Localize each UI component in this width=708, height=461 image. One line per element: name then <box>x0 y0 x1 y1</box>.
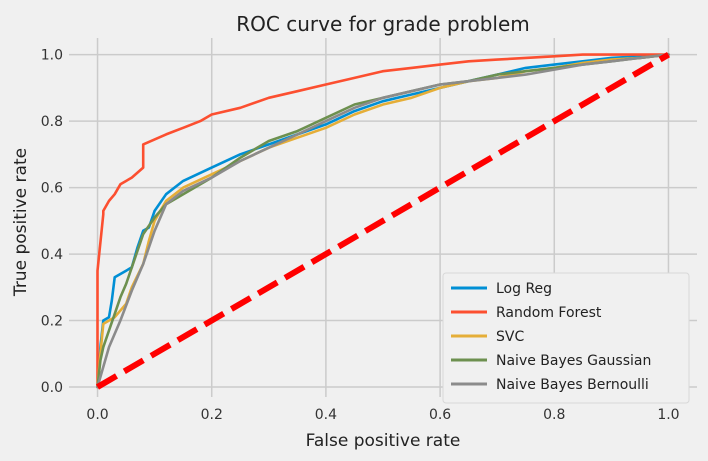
legend-label: Naive Bayes Bernoulli <box>496 377 649 393</box>
series-line-naive-bayes-gaussian <box>96 53 670 389</box>
chart-title: ROC curve for grade problem <box>236 12 530 36</box>
legend-label: Random Forest <box>496 305 602 321</box>
x-tick-label: 0.8 <box>543 407 565 423</box>
x-tick-label: 0.6 <box>429 407 451 423</box>
x-tick-label: 0.0 <box>86 407 108 423</box>
legend-label: SVC <box>496 329 524 345</box>
x-tick-label: 0.2 <box>201 407 223 423</box>
y-axis-label: True positive rate <box>11 148 31 297</box>
x-tick-label: 1.0 <box>657 407 679 423</box>
series-line-naive-bayes-bernoulli <box>96 53 670 389</box>
series-line-random-forest <box>96 53 670 389</box>
legend: Log Reg Random Forest SVC Naive Bayes Gauss… <box>442 272 690 404</box>
x-axis-label: False positive rate <box>306 431 461 451</box>
x-tick-label: 0.4 <box>315 407 337 423</box>
x-tick-labels: 0.0 0.2 0.4 0.6 0.8 1.0 <box>86 407 679 423</box>
legend-label: Naive Bayes Gaussian <box>496 353 651 369</box>
y-tick-labels: 0.0 0.2 0.4 0.6 0.8 1.0 <box>41 48 63 396</box>
series-line-log-reg <box>96 53 670 389</box>
legend-box <box>442 272 690 404</box>
y-tick-label: 0.8 <box>41 114 63 130</box>
y-tick-label: 0.6 <box>41 181 63 197</box>
y-tick-label: 1.0 <box>41 48 63 64</box>
legend-label: Log Reg <box>496 281 552 297</box>
y-tick-label: 0.4 <box>41 247 63 263</box>
series-lines <box>95 52 671 390</box>
y-tick-label: 0.2 <box>41 314 63 330</box>
diagonal-reference-line <box>95 52 671 390</box>
y-tick-label: 0.0 <box>41 380 63 396</box>
